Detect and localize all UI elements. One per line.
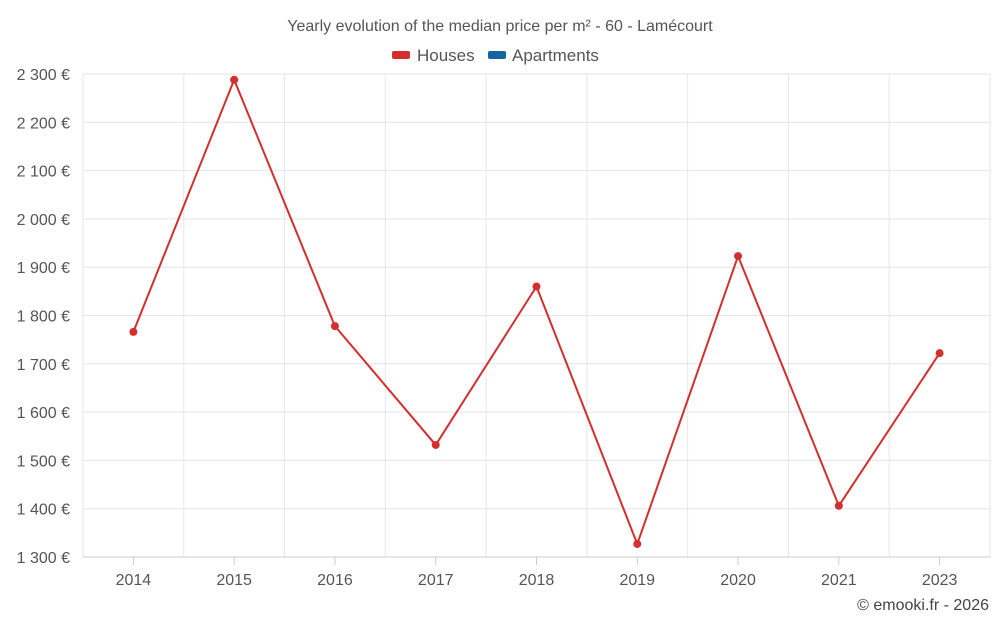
y-tick-label: 2 200 €: [17, 115, 70, 132]
legend-label-houses: Houses: [417, 46, 475, 65]
y-tick-label: 1 700 €: [17, 357, 70, 374]
y-tick-label: 1 300 €: [17, 550, 70, 567]
y-tick-label: 2 000 €: [17, 212, 70, 229]
chart-title: Yearly evolution of the median price per…: [287, 18, 713, 35]
plot-area: [129, 75, 944, 548]
credit-text: © emooki.fr - 2026: [857, 597, 989, 614]
y-tick-label: 2 100 €: [17, 164, 70, 181]
y-axis: 1 300 € 1 400 € 1 500 € 1 600 € 1 700 € 1 800…: [17, 67, 70, 567]
legend-item-houses[interactable]: Houses: [392, 46, 475, 65]
legend-swatch-houses: [392, 51, 410, 59]
y-tick-label: 1 800 €: [17, 309, 70, 326]
y-tick-label: 1 400 €: [17, 502, 70, 519]
x-tick-label: 2017: [418, 572, 454, 589]
data-point-houses[interactable]: [834, 501, 843, 510]
data-point-houses[interactable]: [330, 322, 339, 331]
data-point-houses[interactable]: [230, 75, 239, 84]
y-tick-label: 2 300 €: [17, 67, 70, 84]
y-tick-label: 1 600 €: [17, 405, 70, 422]
data-point-houses[interactable]: [532, 282, 541, 291]
data-point-houses[interactable]: [633, 539, 642, 548]
legend-swatch-apartments: [488, 51, 506, 59]
x-tick-label: 2014: [116, 572, 152, 589]
legend-item-apartments[interactable]: Apartments: [488, 46, 599, 65]
data-point-houses[interactable]: [129, 327, 138, 336]
x-tick-label: 2015: [216, 572, 252, 589]
x-tick-label: 2019: [619, 572, 655, 589]
x-axis: 2014 2015 2016 2017 2018 2019 2020 2021 2023: [83, 556, 990, 589]
y-tick-label: 1 900 €: [17, 260, 70, 277]
x-tick-label: 2020: [720, 572, 756, 589]
x-tick-label: 2023: [922, 572, 958, 589]
y-tick-label: 1 500 €: [17, 453, 70, 470]
data-point-houses[interactable]: [431, 440, 440, 449]
x-tick-label: 2016: [317, 572, 353, 589]
grid: [82, 73, 991, 557]
data-point-houses[interactable]: [935, 349, 944, 358]
legend: Houses Apartments: [392, 46, 599, 65]
x-tick-label: 2021: [821, 572, 857, 589]
legend-label-apartments: Apartments: [512, 46, 599, 65]
data-point-houses[interactable]: [734, 252, 743, 261]
series-line-houses: [132, 78, 941, 545]
x-tick-label: 2018: [519, 572, 555, 589]
